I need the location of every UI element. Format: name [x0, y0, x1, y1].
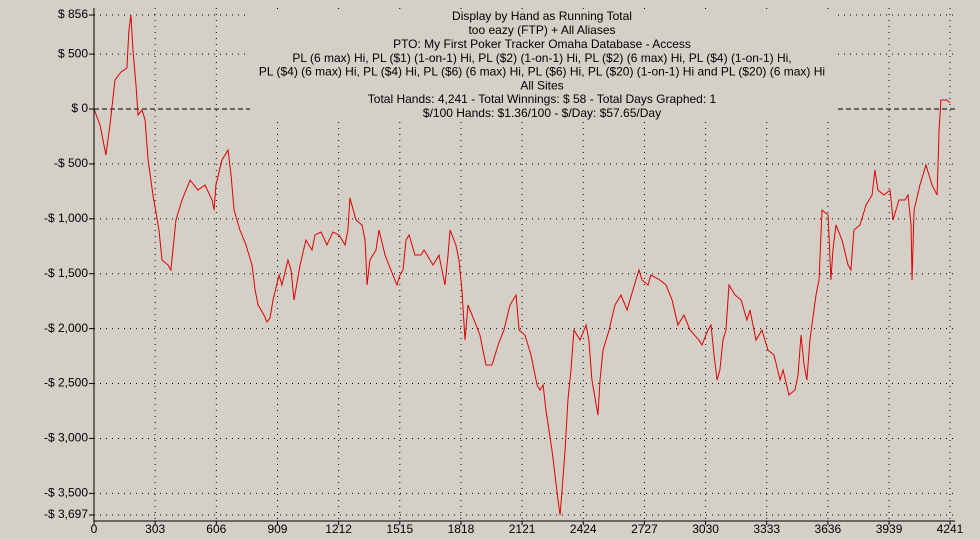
x-tick-label: 3333	[753, 522, 780, 536]
x-tick-label: 909	[267, 522, 287, 536]
y-tick-label: -$ 2,500	[44, 376, 88, 390]
x-tick-label: 0	[91, 522, 98, 536]
title-box: Display by Hand as Running Total too eaz…	[250, 9, 836, 122]
x-tick-label: 4241	[937, 522, 964, 536]
subtitle-line: $/100 Hands: $1.36/100 - $/Day: $57.65/D…	[423, 106, 661, 120]
subtitle-line: All Sites	[520, 78, 563, 92]
axes: $ 856 $ 500 $ 0 -$ 500 -$ 1,000 -$ 1,500 -$ 2,…	[44, 7, 964, 536]
subtitle-line: PL ($4) (6 max) Hi, PL ($4) Hi, PL ($6) …	[259, 65, 825, 79]
x-tick-label: 3030	[692, 522, 719, 536]
y-tick-label: -$ 1,000	[44, 211, 88, 225]
subtitle-line: Total Hands: 4,241 - Total Winnings: $ 5…	[368, 92, 717, 106]
subtitle-line: too eazy (FTP) + All Aliases	[468, 23, 615, 37]
x-tick-label: 1818	[448, 522, 475, 536]
subtitle-line: PL (6 max) Hi, PL ($1) (1-on-1) Hi, PL (…	[292, 51, 791, 65]
x-tick-label: 3939	[876, 522, 903, 536]
x-tick-label: 303	[145, 522, 165, 536]
x-tick-label: 606	[206, 522, 226, 536]
series-line	[93, 14, 951, 516]
y-tick-label: -$ 500	[54, 156, 88, 170]
y-tick-label: -$ 3,697	[44, 507, 88, 521]
x-tick-label: 2121	[509, 522, 536, 536]
y-tick-label: $ 0	[71, 101, 88, 115]
chart-title: Display by Hand as Running Total	[452, 9, 632, 23]
x-tick-label: 3636	[815, 522, 842, 536]
y-tick-label: -$ 2,000	[44, 321, 88, 335]
y-tick-label: $ 500	[58, 46, 88, 60]
y-tick-label: $ 856	[58, 7, 88, 21]
x-tick-label: 2424	[570, 522, 597, 536]
x-tick-label: 1515	[386, 522, 413, 536]
title-background	[250, 9, 836, 122]
x-tick-label: 1212	[325, 522, 352, 536]
x-tick-label: 2727	[631, 522, 658, 536]
y-tick-label: -$ 3,500	[44, 486, 88, 500]
plot	[93, 14, 951, 516]
y-tick-label: -$ 3,000	[44, 431, 88, 445]
subtitle-line: PTO: My First Poker Tracker Omaha Databa…	[393, 37, 691, 51]
y-tick-label: -$ 1,500	[44, 266, 88, 280]
